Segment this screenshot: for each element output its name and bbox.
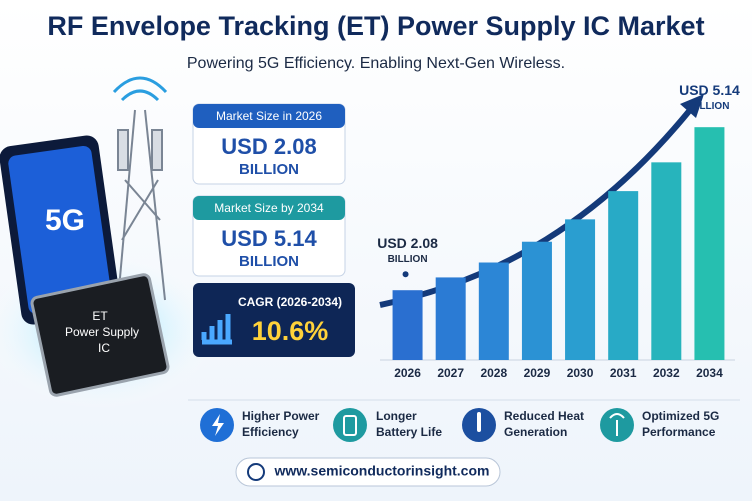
chip-label: ET bbox=[92, 309, 108, 323]
x-tick-label: 2030 bbox=[567, 366, 594, 380]
x-tick-label: 2034 bbox=[696, 366, 723, 380]
footer-pill bbox=[235, 457, 501, 487]
card bbox=[193, 283, 355, 357]
stat-card: Market Size by 2034 USD 5.14 BILLION bbox=[192, 195, 346, 277]
tower bbox=[112, 76, 168, 301]
feature: Reduced Heat Generation bbox=[462, 408, 584, 442]
value-label: BILLION bbox=[689, 101, 729, 112]
x-tick-label: 2031 bbox=[610, 366, 637, 380]
globe-icon bbox=[247, 463, 265, 481]
stat-value: USD 5.14 bbox=[221, 226, 317, 251]
value-label: BILLION bbox=[388, 254, 428, 265]
bar bbox=[565, 219, 596, 360]
feature-label: Higher Power bbox=[242, 409, 320, 423]
x-tick-label: 2029 bbox=[524, 366, 551, 380]
feature-label: Battery Life bbox=[376, 425, 442, 439]
feature: Longer Battery Life bbox=[333, 408, 442, 442]
value-dot bbox=[402, 271, 409, 278]
stat-label: Market Size by 2034 bbox=[214, 201, 324, 215]
chart: 2026 USD 2.08 BILLION 2027 2028 2029 2030 2031 2… bbox=[377, 82, 740, 380]
value-label: USD 2.08 bbox=[377, 235, 438, 251]
stat-card: CAGR (2026-2034) 10.6% bbox=[193, 283, 355, 357]
chip bbox=[30, 273, 170, 397]
growth-icon bbox=[201, 314, 232, 345]
chip-label: Power Supply bbox=[65, 325, 139, 339]
feature-icon bbox=[333, 408, 367, 442]
x-tick-label: 2032 bbox=[653, 366, 680, 380]
bar bbox=[521, 241, 552, 360]
bar bbox=[694, 127, 725, 360]
phone-label: 5G bbox=[45, 204, 85, 237]
website: www.semiconductorinsight.com bbox=[274, 463, 490, 479]
feature-label: Efficiency bbox=[242, 425, 299, 439]
icon-glyph bbox=[609, 413, 625, 436]
feature: Optimized 5G Performance bbox=[600, 408, 719, 442]
illustration: 5G ET Power Supply IC bbox=[0, 76, 220, 410]
stat-label: CAGR (2026-2034) bbox=[238, 295, 342, 309]
stat-label: Market Size in 2026 bbox=[216, 109, 322, 123]
chip-label: IC bbox=[98, 341, 110, 355]
title: RF Envelope Tracking (ET) Power Supply I… bbox=[47, 11, 704, 41]
card-header bbox=[193, 104, 345, 128]
arrow-head bbox=[680, 94, 704, 118]
feature-label: Optimized 5G bbox=[642, 409, 719, 423]
feature-label: Generation bbox=[504, 425, 567, 439]
value-label: USD 5.14 bbox=[679, 82, 740, 98]
x-tick-label: 2026 bbox=[394, 366, 421, 380]
feature-label: Longer bbox=[376, 409, 417, 423]
icon-glyph bbox=[343, 415, 357, 436]
feature-label: Performance bbox=[642, 425, 716, 439]
bar bbox=[478, 262, 509, 360]
phone-screen bbox=[8, 145, 112, 315]
x-tick-label: 2027 bbox=[437, 366, 464, 380]
icon-glyph bbox=[212, 414, 224, 436]
trend-arrow bbox=[379, 108, 693, 308]
bar bbox=[651, 162, 682, 360]
stat-card: Market Size in 2026 USD 2.08 BILLION bbox=[192, 103, 346, 185]
feature: Higher Power Efficiency bbox=[200, 408, 320, 442]
stat-unit: BILLION bbox=[239, 253, 299, 270]
bar bbox=[392, 290, 423, 360]
bar bbox=[608, 191, 639, 360]
x-tick-label: 2028 bbox=[480, 366, 507, 380]
card-header bbox=[193, 196, 345, 220]
stat-unit: BILLION bbox=[239, 161, 299, 178]
feature-label: Reduced Heat bbox=[504, 409, 584, 423]
subtitle: Powering 5G Efficiency. Enabling Next-Ge… bbox=[187, 55, 565, 72]
stat-value: USD 2.08 bbox=[221, 134, 316, 159]
stat-value: 10.6% bbox=[252, 316, 329, 346]
bar bbox=[435, 277, 466, 360]
